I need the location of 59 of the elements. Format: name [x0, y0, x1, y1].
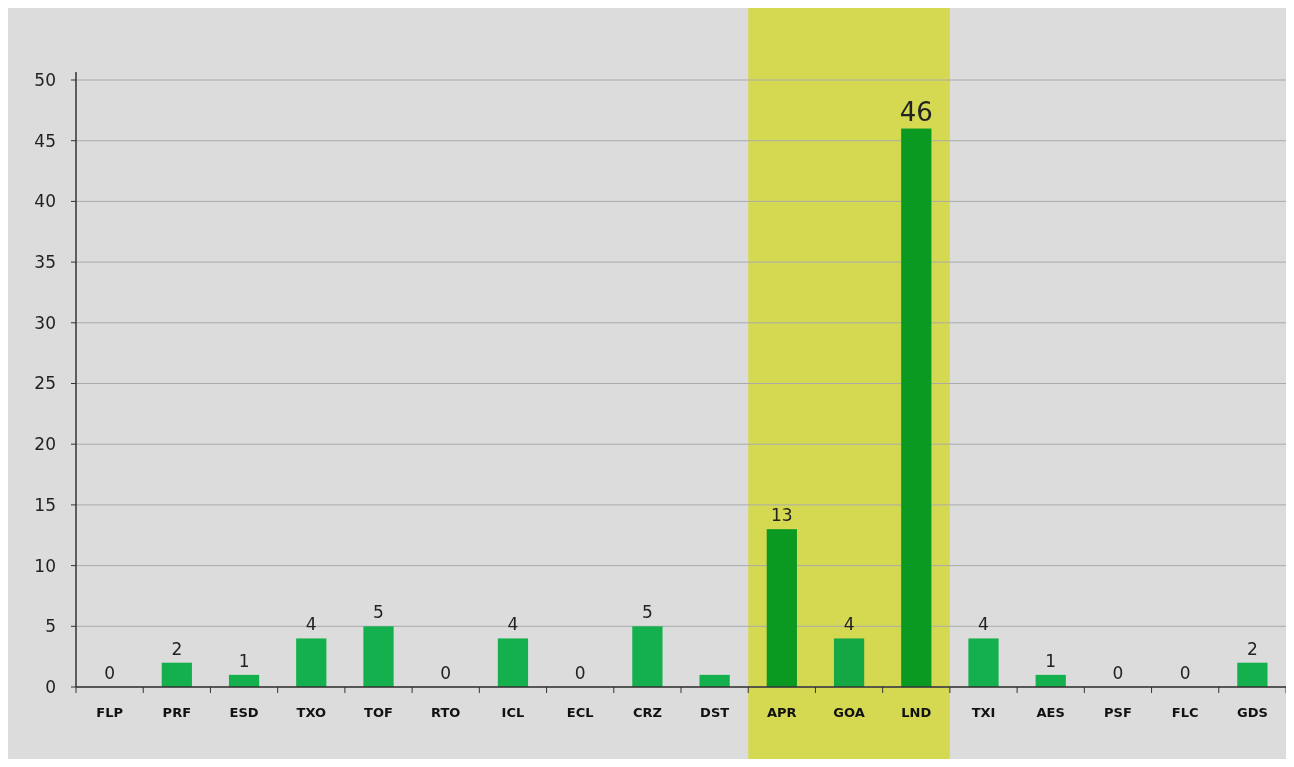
bar: [161, 662, 192, 687]
data-label: 4: [305, 614, 317, 635]
data-label: 0: [1179, 663, 1191, 683]
y-tick-label: 15: [34, 494, 56, 515]
data-label: 13: [771, 505, 793, 526]
bar: [363, 626, 394, 687]
x-tick-label: AES: [1036, 705, 1065, 720]
data-label: 0: [1112, 663, 1124, 683]
y-tick-label: 25: [34, 373, 56, 394]
data-label: 5: [641, 602, 653, 623]
x-tick-label: GOA: [833, 705, 865, 720]
y-tick-label: 50: [34, 69, 56, 90]
data-label: 1: [1045, 650, 1057, 671]
x-tick-label: ECL: [566, 705, 594, 720]
x-tick-label: APR: [767, 705, 797, 720]
x-tick-label: PRF: [162, 705, 192, 720]
x-tick-label: PSF: [1104, 705, 1132, 720]
bar: [296, 638, 327, 687]
data-label: 0: [574, 663, 586, 683]
bar: [1035, 674, 1066, 687]
data-label: 46: [899, 96, 933, 127]
bar: [766, 529, 797, 687]
y-tick-label: 10: [34, 555, 56, 576]
y-tick-label: 45: [34, 130, 56, 151]
x-tick-label: DST: [700, 705, 730, 720]
bar: [497, 638, 529, 687]
y-tick-label: 20: [34, 434, 56, 455]
data-label: 2: [1246, 638, 1258, 659]
x-tick-label: TXO: [296, 705, 327, 720]
data-label: 2: [171, 638, 183, 659]
y-tick-label: 35: [34, 252, 56, 273]
x-tick-label: ICL: [501, 705, 525, 720]
bar: [833, 638, 865, 687]
x-tick-label: ESD: [229, 705, 259, 720]
x-tick-label: LND: [901, 705, 932, 720]
data-label: 4: [843, 614, 855, 635]
y-tick-label: 30: [34, 312, 56, 333]
bar: [968, 638, 999, 687]
x-tick-label: FLC: [1171, 705, 1199, 720]
x-tick-label: TXI: [971, 705, 996, 720]
data-label: 0: [440, 663, 452, 683]
y-tick-label: 0: [45, 676, 56, 697]
x-tick-label: RTO: [431, 705, 461, 720]
data-label: 1: [238, 650, 250, 671]
bar: [632, 626, 663, 687]
y-tick-label: 40: [34, 191, 56, 212]
bar: [1237, 662, 1268, 687]
x-tick-label: FLP: [96, 705, 123, 720]
x-tick-label: GDS: [1236, 705, 1268, 720]
data-label: 4: [978, 614, 989, 635]
x-tick-label: CRZ: [632, 705, 662, 720]
x-tick-label: TOF: [364, 705, 393, 720]
y-tick-label: 5: [45, 616, 56, 637]
bar: [699, 674, 730, 687]
bar: [901, 128, 932, 687]
data-label: 4: [507, 614, 519, 635]
bar: [228, 674, 260, 687]
data-label: 5: [373, 602, 384, 623]
data-label: 0: [104, 663, 116, 683]
